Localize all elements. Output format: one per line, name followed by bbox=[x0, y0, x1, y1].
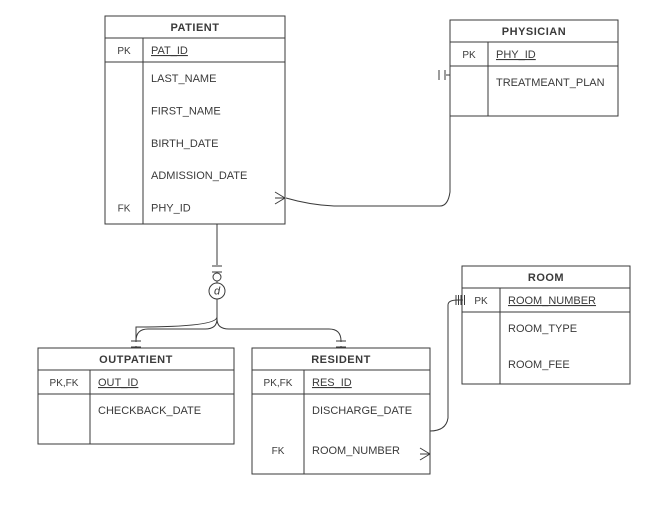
attribute-name: DISCHARGE_DATE bbox=[312, 405, 412, 417]
rel-patient-subtype: d bbox=[131, 224, 346, 348]
attribute-name: PHY_ID bbox=[496, 49, 536, 61]
attribute-name: OUT_ID bbox=[98, 377, 138, 389]
entity-resident: RESIDENT PK,FK RES_ID DISCHARGE_DATE FK ROOM_… bbox=[252, 348, 430, 474]
entity-title: PATIENT bbox=[171, 22, 220, 34]
key-label: FK bbox=[118, 204, 131, 215]
disjoint-label: d bbox=[214, 286, 221, 298]
attribute-name: RES_ID bbox=[312, 377, 352, 389]
entity-title: RESIDENT bbox=[311, 354, 371, 366]
key-label: PK bbox=[462, 50, 476, 61]
entity-room: ROOM PK ROOM_NUMBER ROOM_TYPE ROOM_FEE bbox=[462, 266, 630, 384]
attribute-name: ADMISSION_DATE bbox=[151, 170, 247, 182]
rel-resident-room bbox=[420, 295, 465, 460]
entity-title: OUTPATIENT bbox=[99, 354, 173, 366]
attribute-name: ROOM_NUMBER bbox=[508, 295, 596, 307]
attribute-name: ROOM_FEE bbox=[508, 359, 570, 371]
key-label: PK bbox=[474, 296, 488, 307]
attribute-name: LAST_NAME bbox=[151, 73, 216, 85]
attribute-name: TREATMEANT_PLAN bbox=[496, 77, 605, 89]
attribute-name: ROOM_NUMBER bbox=[312, 445, 400, 457]
entity-title: PHYSICIAN bbox=[502, 26, 566, 38]
key-label: PK bbox=[117, 46, 131, 57]
er-diagram: PATIENT PK PAT_ID LAST_NAME FIRST_NAME BIRTH_… bbox=[0, 0, 651, 511]
entity-title: ROOM bbox=[528, 272, 564, 284]
attribute-name: BIRTH_DATE bbox=[151, 138, 218, 150]
key-label: PK,FK bbox=[264, 378, 293, 389]
attribute-name: ROOM_TYPE bbox=[508, 323, 577, 335]
attribute-name: PAT_ID bbox=[151, 45, 188, 57]
entity-outpatient: OUTPATIENT PK,FK OUT_ID CHECKBACK_DATE bbox=[38, 348, 234, 444]
entity-patient: PATIENT PK PAT_ID LAST_NAME FIRST_NAME BIRTH_… bbox=[105, 16, 285, 224]
attribute-name: FIRST_NAME bbox=[151, 105, 221, 117]
rel-patient-physician bbox=[275, 70, 450, 206]
key-label: FK bbox=[272, 446, 285, 457]
attribute-name: PHY_ID bbox=[151, 203, 191, 215]
key-label: PK,FK bbox=[50, 378, 79, 389]
entity-physician: PHYSICIAN PK PHY_ID TREATMEANT_PLAN bbox=[450, 20, 618, 116]
attribute-name: CHECKBACK_DATE bbox=[98, 405, 201, 417]
